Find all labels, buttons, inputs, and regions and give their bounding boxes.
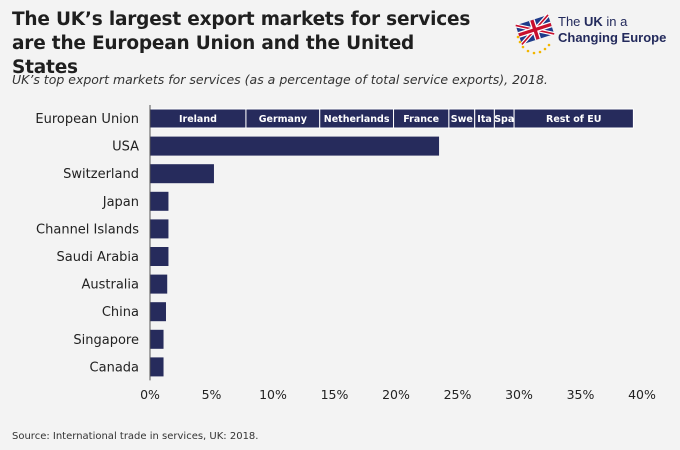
category-label: Australia	[81, 278, 139, 293]
eu-segment-label: Ita	[477, 114, 492, 125]
x-axis: 0% 5% 10% 15% 20% 25% 30% 35% 40%	[140, 105, 656, 402]
logo-wordmark: The UK in a Changing Europe	[558, 14, 666, 46]
bar	[150, 164, 214, 184]
bar	[150, 302, 166, 322]
bars	[150, 136, 440, 377]
bar	[150, 191, 169, 211]
eu-segment-label: Germany	[259, 114, 308, 125]
x-tick-label: 25%	[444, 387, 472, 402]
source-note: Source: International trade in services,…	[12, 431, 259, 442]
bar	[150, 329, 164, 349]
eu-segment-label: Ireland	[179, 114, 217, 125]
category-label: European Union	[35, 112, 139, 127]
x-tick-label: 40%	[628, 387, 656, 402]
logo-line1-a: The	[558, 14, 585, 29]
bar	[150, 219, 169, 239]
category-label: Switzerland	[63, 167, 139, 182]
category-label: China	[102, 305, 139, 320]
x-tick-label: 20%	[382, 387, 410, 402]
chart-title: The UK’s largest export markets for serv…	[12, 9, 471, 78]
logo-line2: Changing Europe	[558, 30, 667, 45]
bar	[150, 247, 169, 266]
category-label: Japan	[102, 195, 139, 210]
logo-line1-c: in a	[602, 14, 628, 29]
eu-segment-label: Netherlands	[324, 114, 390, 125]
category-label: Canada	[90, 360, 139, 375]
category-label: USA	[112, 140, 139, 155]
x-tick-label: 0%	[140, 387, 160, 402]
x-tick-label: 5%	[202, 387, 222, 402]
bar	[150, 357, 164, 377]
category-label: Singapore	[73, 333, 139, 348]
ukice-logo: The UK in a Changing Europe	[514, 12, 674, 56]
eu-segment-label: Spa	[494, 114, 514, 125]
category-label: Channel Islands	[36, 222, 139, 237]
x-tick-label: 10%	[259, 387, 287, 402]
union-flag-logo-icon	[515, 13, 555, 55]
eu-segment-label: France	[403, 114, 439, 125]
x-tick-label: 35%	[567, 387, 595, 402]
eu-segments: Ireland Germany Netherlands France Swe Ita Spa…	[149, 108, 634, 129]
x-tick-label: 15%	[321, 387, 349, 402]
bar	[150, 274, 168, 294]
chart-subtitle: UK’s top export markets for services (as…	[12, 72, 548, 87]
category-labels: European Union USA Switzerland Japan Channel…	[35, 112, 139, 375]
eu-segment-bar	[513, 108, 634, 129]
eu-segment-label: Rest of EU	[546, 114, 601, 125]
x-tick-label: 30%	[505, 387, 533, 402]
category-label: Saudi Arabia	[57, 250, 140, 265]
eu-segment-label: Swe	[451, 114, 473, 125]
bar	[150, 136, 440, 156]
logo-line1-b: UK	[584, 14, 603, 29]
